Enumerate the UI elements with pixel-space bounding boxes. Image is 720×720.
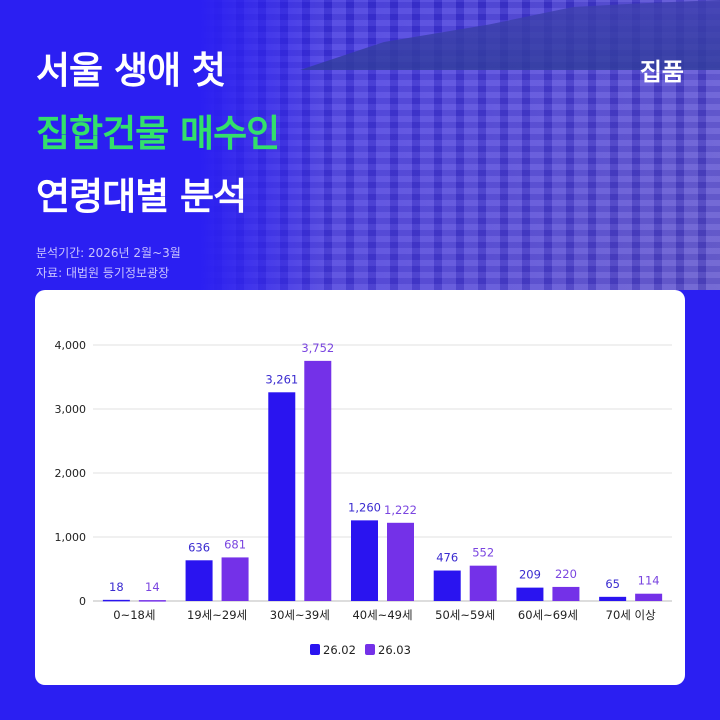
bar-26.02 <box>102 599 130 602</box>
bar-26.02 <box>351 520 378 601</box>
y-tick-label: 3,000 <box>55 403 87 416</box>
value-label: 220 <box>555 567 577 581</box>
bar-26.03 <box>138 600 166 602</box>
value-label: 1,222 <box>384 503 417 517</box>
y-tick-label: 1,000 <box>55 531 87 544</box>
value-label: 3,752 <box>301 341 334 355</box>
bar-26.03 <box>221 557 249 601</box>
value-label: 636 <box>188 540 210 554</box>
title-line-2: 집합건물 매수인 <box>36 112 280 155</box>
value-label: 681 <box>224 537 246 551</box>
x-tick-label: 19세~29세 <box>187 608 247 622</box>
bar-26.03 <box>469 565 497 601</box>
x-tick-label: 70세 이상 <box>606 608 656 622</box>
legend-label: 26.02 <box>323 643 356 657</box>
x-tick-label: 30세~39세 <box>270 608 330 622</box>
y-tick-label: 2,000 <box>55 467 87 480</box>
bar-26.03 <box>304 360 332 601</box>
x-tick-label: 0~18세 <box>113 608 155 622</box>
analysis-period: 분석기간: 2026년 2월~3월 <box>36 246 181 260</box>
bar-26.02 <box>268 392 296 601</box>
value-label: 1,260 <box>348 500 381 514</box>
brand-logo: 집품 <box>639 58 684 86</box>
x-tick-label: 50세~59세 <box>435 608 495 622</box>
data-source: 자료: 대법원 등기정보광장 <box>36 266 170 280</box>
value-label: 3,261 <box>265 372 298 386</box>
y-tick-label: 4,000 <box>55 339 87 352</box>
bar-26.03 <box>552 586 580 601</box>
x-tick-label: 60세~69세 <box>518 608 578 622</box>
legend-label: 26.03 <box>378 643 411 657</box>
value-label: 209 <box>519 568 541 582</box>
title-line-1: 서울 생애 첫 <box>36 49 226 92</box>
legend-swatch-26.03 <box>365 644 375 655</box>
value-label: 114 <box>638 574 660 588</box>
value-label: 65 <box>605 577 620 591</box>
value-label: 18 <box>109 580 124 594</box>
y-tick-label: 0 <box>79 595 86 608</box>
bar-26.02 <box>433 570 461 601</box>
chart-card <box>35 290 685 685</box>
bar-26.02 <box>185 560 213 601</box>
value-label: 476 <box>436 551 458 565</box>
legend-swatch-26.02 <box>310 644 320 655</box>
bar-26.02 <box>516 587 544 601</box>
x-tick-label: 40세~49세 <box>352 608 412 622</box>
value-label: 14 <box>145 580 160 594</box>
value-label: 552 <box>472 546 494 560</box>
bar-26.03 <box>387 522 414 601</box>
title-line-3: 연령대별 분석 <box>36 175 247 218</box>
bar-26.02 <box>599 596 627 601</box>
bar-26.03 <box>635 593 663 601</box>
